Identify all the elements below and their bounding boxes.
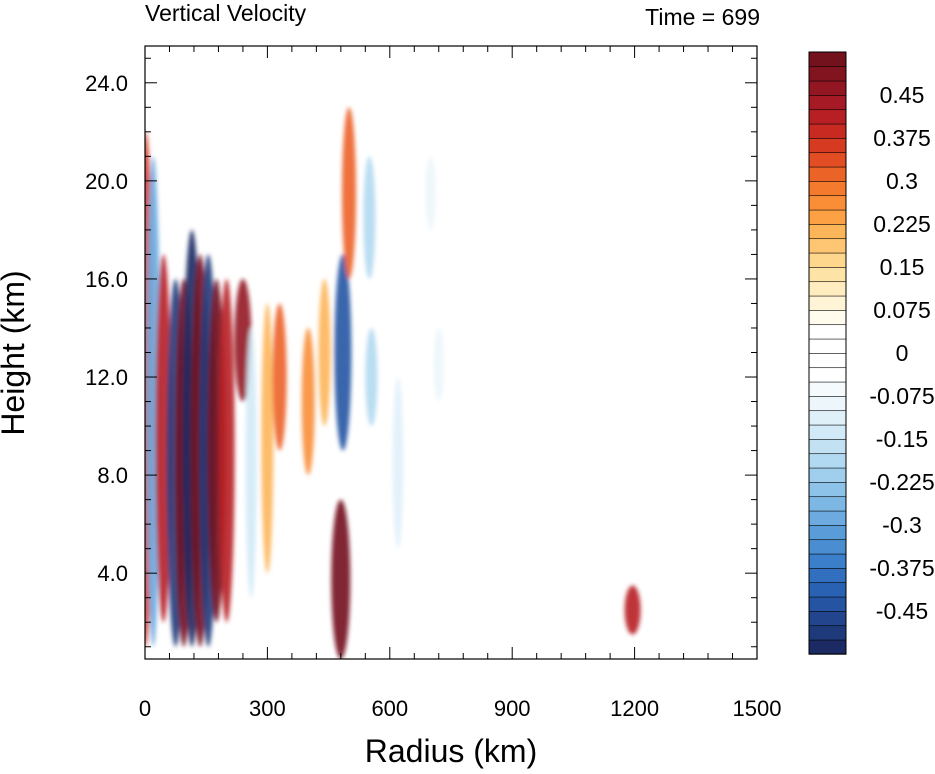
time-label: Time = 699 bbox=[645, 4, 760, 30]
y-tick-label: 24.0 bbox=[85, 71, 128, 96]
colorbar-swatch bbox=[808, 109, 847, 125]
colorbar-swatch bbox=[808, 481, 847, 498]
colorbar-swatch bbox=[808, 553, 847, 569]
colorbar-swatch bbox=[808, 137, 847, 154]
colorbar-swatch bbox=[808, 209, 847, 225]
colorbar-swatch bbox=[808, 395, 847, 412]
colorbar-swatch bbox=[808, 524, 847, 541]
colorbar-swatch bbox=[808, 367, 847, 383]
colorbar-label: 0 bbox=[896, 340, 909, 366]
velocity-feature bbox=[331, 499, 351, 659]
velocity-feature bbox=[301, 327, 315, 476]
colorbar-swatch bbox=[808, 352, 847, 369]
x-tick-label: 600 bbox=[371, 696, 408, 721]
colorbar-swatch bbox=[808, 539, 847, 555]
x-axis-label: Radius (km) bbox=[365, 733, 537, 769]
colorbar-swatch bbox=[808, 94, 847, 111]
colorbar-label: -0.075 bbox=[869, 383, 934, 409]
colorbar-swatch bbox=[808, 410, 847, 426]
colorbar-label: 0.3 bbox=[886, 168, 918, 194]
colorbar-label: -0.375 bbox=[869, 555, 934, 581]
colorbar-swatch bbox=[808, 639, 847, 655]
y-tick-label: 4.0 bbox=[97, 561, 128, 586]
velocity-feature bbox=[245, 327, 257, 598]
colorbar-swatch bbox=[808, 152, 847, 168]
colorbar-swatch bbox=[808, 266, 847, 283]
velocity-feature bbox=[624, 585, 641, 635]
colorbar-label: 0.375 bbox=[873, 125, 931, 151]
colorbar-swatch bbox=[808, 281, 847, 297]
velocity-feature bbox=[261, 303, 274, 574]
colorbar-swatch bbox=[808, 467, 847, 483]
velocity-feature bbox=[363, 156, 376, 279]
chart-title: Vertical Velocity bbox=[145, 0, 307, 26]
y-axis-label: Height (km) bbox=[0, 270, 31, 435]
colorbar-swatch bbox=[808, 195, 847, 211]
colorbar-swatch bbox=[808, 166, 847, 182]
colorbar-swatch bbox=[808, 453, 847, 469]
velocity-feature bbox=[272, 303, 287, 451]
colorbar-label: -0.15 bbox=[876, 426, 928, 452]
colorbar-swatch bbox=[808, 610, 847, 627]
velocity-feature bbox=[218, 279, 235, 623]
y-tick-label: 20.0 bbox=[85, 169, 128, 194]
colorbar-swatch bbox=[808, 180, 847, 197]
colorbar-swatch bbox=[808, 381, 847, 397]
colorbar-swatch bbox=[808, 295, 847, 311]
velocity-feature bbox=[365, 328, 378, 426]
colorbar-swatch bbox=[808, 582, 847, 598]
colorbar-swatch bbox=[808, 625, 847, 641]
colorbar-label: -0.225 bbox=[869, 469, 934, 495]
colorbar-swatch bbox=[808, 80, 847, 96]
colorbar-swatch bbox=[808, 324, 847, 340]
x-tick-label: 1500 bbox=[733, 696, 782, 721]
colorbar-label: -0.3 bbox=[882, 512, 922, 538]
velocity-feature bbox=[342, 107, 356, 279]
velocity-feature bbox=[425, 156, 436, 230]
x-tick-label: 900 bbox=[494, 696, 531, 721]
colorbar-swatch bbox=[808, 123, 847, 139]
colorbar-swatch bbox=[808, 438, 847, 455]
velocity-feature bbox=[392, 377, 404, 549]
colorbar-swatch bbox=[808, 238, 847, 254]
y-tick-label: 8.0 bbox=[97, 463, 128, 488]
y-tick-label: 16.0 bbox=[85, 267, 128, 292]
colorbar-swatch bbox=[808, 510, 847, 526]
colorbar-swatch bbox=[808, 596, 847, 612]
colorbar-swatch bbox=[808, 252, 847, 268]
y-tick-label: 12.0 bbox=[85, 365, 128, 390]
colorbar-swatch bbox=[808, 496, 847, 512]
colorbar-swatch bbox=[808, 223, 847, 240]
velocity-feature bbox=[334, 254, 352, 451]
x-tick-label: 1200 bbox=[610, 696, 659, 721]
x-axis: 0 300 600 900 1200 1500 bbox=[139, 46, 782, 721]
velocity-feature bbox=[318, 278, 331, 427]
y-axis: 4.0 8.0 12.0 16.0 20.0 24.0 bbox=[85, 57, 757, 648]
colorbar-label: 0.15 bbox=[880, 254, 925, 280]
velocity-feature bbox=[433, 328, 444, 402]
x-tick-label: 300 bbox=[249, 696, 286, 721]
colorbar-swatch bbox=[808, 309, 847, 326]
colorbar-swatch bbox=[808, 66, 847, 82]
colorbar-label: 0.45 bbox=[880, 82, 925, 108]
colorbar-swatch bbox=[808, 424, 847, 440]
colorbar-label: 0.075 bbox=[873, 297, 931, 323]
colorbar-swatch bbox=[808, 567, 847, 584]
colorbar-swatch bbox=[808, 51, 847, 68]
colorbar-label: -0.45 bbox=[876, 598, 928, 624]
colorbar-label: 0.225 bbox=[873, 211, 931, 237]
colorbar-swatch bbox=[808, 338, 847, 354]
x-tick-label: 0 bbox=[139, 696, 151, 721]
colorbar-frame bbox=[808, 51, 847, 655]
colorbar: -0.45 -0.375 -0.3 -0.225 -0.15 -0.075 0 0.075 0.… bbox=[808, 51, 935, 655]
